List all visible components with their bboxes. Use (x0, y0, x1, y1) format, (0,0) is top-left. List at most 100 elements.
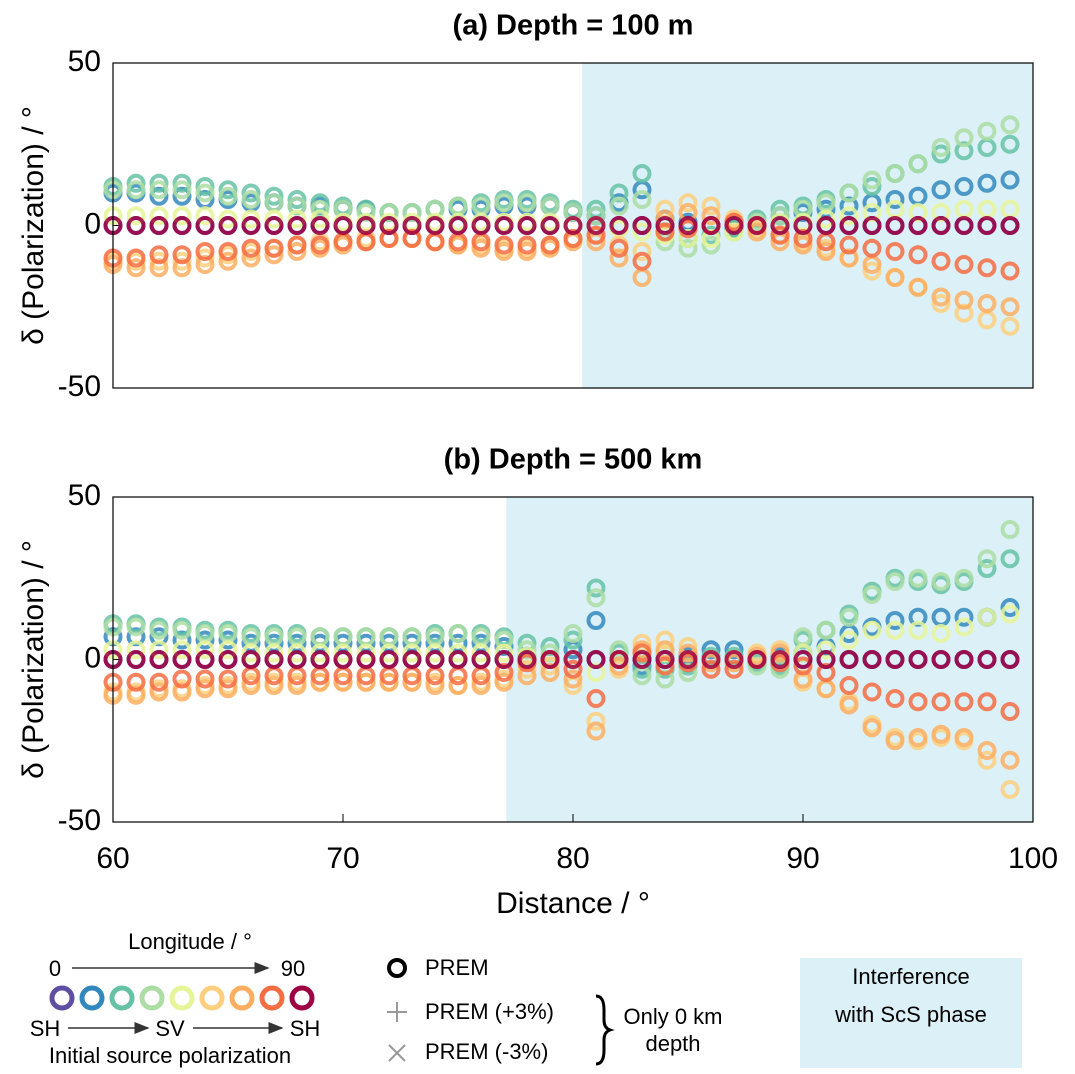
marker (287, 643, 307, 663)
marker (885, 689, 905, 708)
marker (402, 643, 422, 663)
marker (172, 216, 192, 235)
marker (172, 640, 192, 660)
marker (586, 611, 606, 630)
marker (839, 676, 859, 695)
marker (402, 216, 422, 235)
marker (149, 245, 169, 265)
marker (977, 294, 997, 313)
marker (977, 607, 997, 627)
marker (839, 650, 859, 669)
marker (195, 206, 215, 226)
legend-text: 90 (281, 956, 305, 981)
marker (816, 620, 836, 640)
marker (494, 650, 514, 669)
marker (126, 617, 146, 637)
plot-frame (112, 62, 1034, 389)
marker (172, 669, 192, 689)
marker (1000, 134, 1020, 154)
marker (977, 750, 997, 770)
marker (126, 206, 146, 226)
marker (678, 238, 698, 258)
y-tick-label: -50 (58, 804, 101, 837)
marker (655, 216, 675, 235)
marker (632, 190, 652, 209)
x-tick-label: 80 (556, 842, 589, 875)
marker (379, 216, 399, 235)
marker (931, 287, 951, 307)
marker (379, 650, 399, 669)
marker (1000, 549, 1020, 569)
marker (149, 672, 169, 692)
marker (931, 724, 951, 744)
marker (632, 643, 652, 663)
legend-swatch (289, 985, 315, 1011)
marker (839, 183, 859, 203)
marker (310, 650, 330, 669)
y-tick-label: 50 (68, 45, 101, 78)
marker (977, 173, 997, 193)
x-tick-label: 90 (786, 842, 819, 875)
legend-text: PREM (425, 955, 489, 980)
marker (149, 620, 169, 640)
marker (1000, 750, 1020, 770)
legend-text: PREM (+3%) (425, 999, 554, 1024)
marker (540, 216, 560, 235)
marker (126, 180, 146, 200)
legend-swatch (199, 985, 225, 1011)
marker (379, 643, 399, 663)
marker (885, 164, 905, 183)
marker (655, 650, 675, 669)
marker (816, 209, 836, 229)
marker (540, 235, 560, 255)
marker (885, 190, 905, 209)
marker (862, 585, 882, 604)
marker (287, 676, 307, 695)
marker (471, 676, 491, 695)
marker (885, 572, 905, 591)
marker (908, 277, 928, 297)
marker (655, 222, 675, 242)
x-tick-label: 100 (1008, 842, 1058, 875)
marker (954, 568, 974, 588)
marker (126, 216, 146, 235)
marker (287, 242, 307, 261)
marker (609, 238, 629, 258)
marker (609, 216, 629, 235)
marker (494, 672, 514, 692)
marker (885, 268, 905, 287)
marker (287, 190, 307, 209)
marker (770, 206, 790, 226)
marker (793, 656, 813, 676)
marker (563, 624, 583, 643)
marker (448, 676, 468, 695)
marker (586, 689, 606, 708)
marker (839, 235, 859, 255)
marker (149, 216, 169, 235)
marker (333, 672, 353, 692)
marker (218, 180, 238, 200)
marker (563, 669, 583, 689)
marker (632, 222, 652, 242)
legend-text: with ScS phase (834, 1002, 987, 1027)
marker (931, 251, 951, 271)
marker (701, 650, 721, 669)
marker (931, 572, 951, 591)
marker (218, 679, 238, 699)
marker (310, 216, 330, 235)
x-tick-label: 70 (326, 842, 359, 875)
marker (885, 620, 905, 640)
marker (494, 216, 514, 235)
marker (195, 242, 215, 261)
marker (517, 650, 537, 669)
marker (954, 607, 974, 627)
marker (287, 650, 307, 669)
marker (816, 242, 836, 261)
legend-box (800, 958, 1022, 1068)
marker (517, 242, 537, 261)
marker (954, 617, 974, 637)
marker (770, 216, 790, 235)
marker (770, 650, 790, 669)
marker (195, 669, 215, 689)
marker (241, 238, 261, 258)
